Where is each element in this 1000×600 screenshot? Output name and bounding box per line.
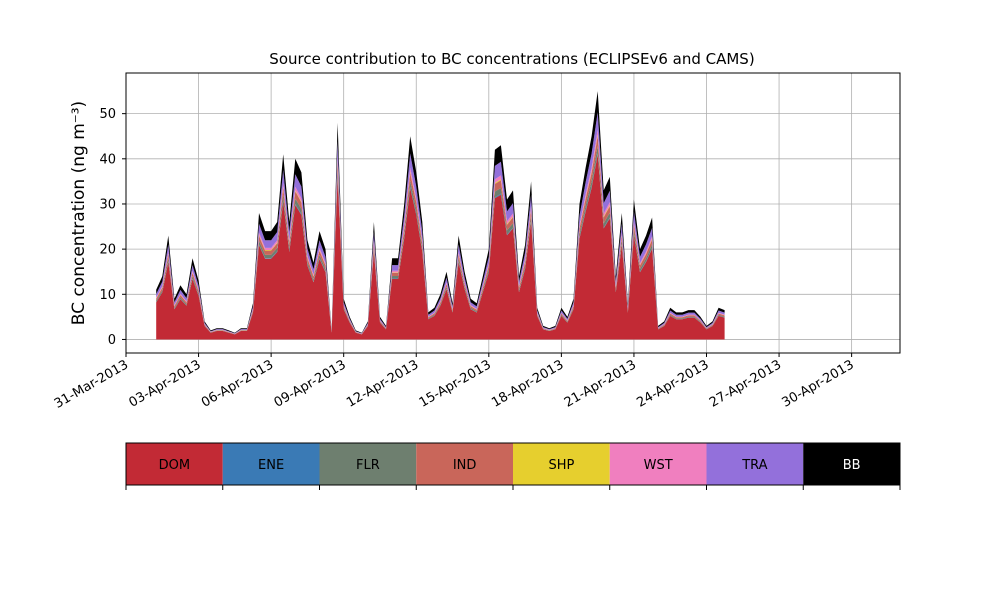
- x-tick-label: 15-Apr-2013: [417, 357, 494, 410]
- plot-frame: [125, 72, 901, 354]
- y-tick-label: 30: [99, 197, 116, 212]
- x-tick-label: 03-Apr-2013: [126, 357, 203, 410]
- legend-label-tra: TRA: [741, 458, 767, 473]
- y-tick-label: 20: [99, 243, 116, 258]
- y-axis-label: BC concentration (ng m⁻³): [69, 101, 89, 325]
- legend-swatch-bb: [803, 443, 900, 485]
- stacked-area-layer: [156, 91, 725, 340]
- axis-layer: 0 10 20 30 40 50 31-Mar-201303-Apr-201306-Apr-…: [52, 72, 901, 412]
- legend-bar: DOM ENE FLR IND SHP WST TRA BB: [125, 442, 901, 490]
- y-tick-label: 50: [99, 107, 116, 122]
- area-series-dom: [156, 154, 725, 340]
- legend-label-dom: DOM: [159, 458, 190, 473]
- y-tick-label: 10: [99, 288, 116, 303]
- legend-label-flr: FLR: [356, 458, 380, 473]
- legend-label-ind: IND: [453, 458, 477, 473]
- x-tick-label: 30-Apr-2013: [780, 357, 857, 410]
- legend-label-wst: WST: [644, 458, 673, 473]
- legend-swatch-ene: [222, 443, 320, 485]
- x-tick-label: 27-Apr-2013: [707, 357, 784, 410]
- legend-label-ene: ENE: [258, 458, 284, 473]
- x-tick-label: 18-Apr-2013: [489, 357, 566, 410]
- y-tick-label: 0: [108, 333, 116, 348]
- x-tick-label: 09-Apr-2013: [272, 357, 349, 410]
- legend-label-shp: SHP: [548, 458, 574, 473]
- legend-swatch-shp: [513, 443, 610, 485]
- x-tick-label: 06-Apr-2013: [199, 357, 276, 410]
- x-tick-label: 21-Apr-2013: [562, 357, 639, 410]
- legend-swatch-wst: [609, 443, 707, 485]
- legend-swatch-tra: [706, 443, 804, 485]
- legend-swatch-dom: [126, 443, 223, 485]
- x-tick-label: 12-Apr-2013: [344, 357, 421, 410]
- legend-label-bb: BB: [843, 458, 861, 473]
- x-tick-label: 24-Apr-2013: [634, 357, 711, 410]
- legend-swatch-flr: [319, 443, 417, 485]
- x-tick-label: 31-Mar-2013: [52, 357, 131, 411]
- y-tick-label: 40: [99, 152, 116, 167]
- chart-title: Source contribution to BC concentrations…: [269, 50, 754, 68]
- legend-swatch-ind: [416, 443, 513, 485]
